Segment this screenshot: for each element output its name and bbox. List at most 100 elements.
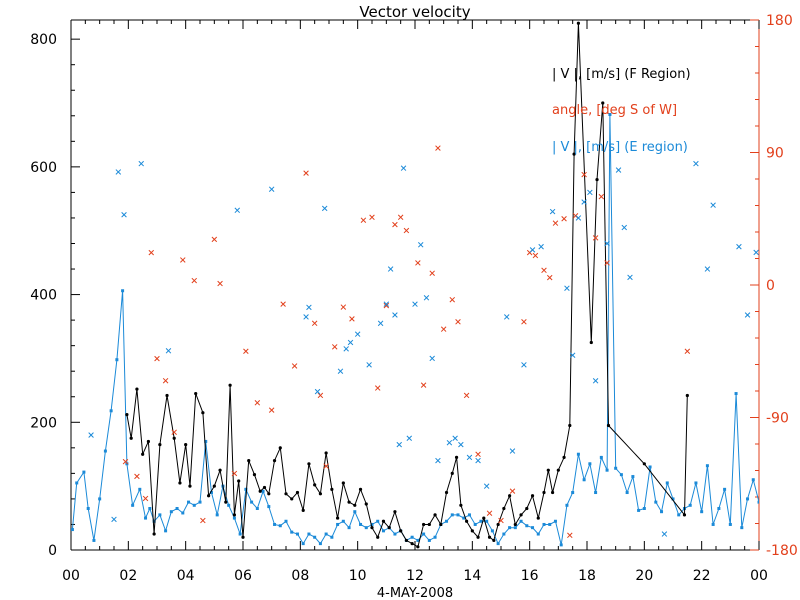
data-point-f_region <box>376 535 380 539</box>
y2-tick-label: 0 <box>766 278 775 294</box>
data-point-angle-scatter-stroke <box>572 213 579 219</box>
data-point-e_region <box>109 409 113 413</box>
data-point-e_region-scatter-stroke <box>509 448 516 454</box>
data-point-angle-scatter-stroke <box>684 348 691 355</box>
data-point-e_region-scatter-stroke <box>435 457 441 464</box>
data-point-e_region-scatter <box>575 215 582 221</box>
data-point-angle-scatter-stroke <box>475 451 481 458</box>
data-point-e_region-scatter-stroke <box>406 435 413 442</box>
data-point-f_region <box>595 178 599 182</box>
data-point-f_region <box>576 21 581 25</box>
data-point-e_region <box>215 513 219 517</box>
data-point-e_region <box>728 522 732 526</box>
data-point-angle-scatter-stroke <box>340 304 347 310</box>
data-point-angle-scatter <box>435 145 441 151</box>
data-point-f_region <box>508 494 512 498</box>
y-tick-label: 200 <box>30 415 57 431</box>
data-point-e_region <box>341 519 345 523</box>
data-point-e_region-scatter <box>314 388 321 395</box>
data-point-angle-scatter <box>403 227 410 234</box>
x-tick-label: 06 <box>234 568 252 584</box>
data-point-angle-scatter <box>392 221 398 228</box>
data-point-e_region <box>479 519 483 523</box>
data-point-angle-scatter-stroke <box>180 257 186 263</box>
data-point-e_region-scatter-stroke <box>383 301 390 307</box>
data-point-f_region <box>556 468 560 472</box>
data-point-e_region-scatter <box>587 189 593 196</box>
data-point-angle-scatter-stroke <box>303 170 309 176</box>
data-point-e_region-scatter-stroke <box>693 160 699 167</box>
data-point-e_region <box>71 528 74 532</box>
legend-label: angle, [deg S of W] <box>552 103 677 118</box>
data-point-e_region-scatter <box>661 531 668 537</box>
y-tick-label: 800 <box>30 32 57 48</box>
data-point-e_region-scatter <box>121 212 127 218</box>
x-tick-label: 04 <box>177 568 195 584</box>
data-point-angle-scatter <box>684 348 691 355</box>
data-point-angle-scatter <box>592 235 599 241</box>
data-point-f_region <box>141 452 145 456</box>
data-point-e_region <box>665 481 669 485</box>
data-point-angle-scatter <box>475 451 481 458</box>
data-point-e_region <box>307 532 311 536</box>
data-point-e_region <box>631 475 635 479</box>
data-point-f_region <box>589 340 593 345</box>
data-point-e_region <box>187 500 191 504</box>
data-point-e_region-scatter <box>736 243 742 250</box>
data-point-e_region-scatter <box>475 457 481 464</box>
data-point-angle-scatter-stroke <box>392 221 398 228</box>
data-point-e_region-scatter-stroke <box>387 266 394 272</box>
data-point-angle-scatter-stroke <box>541 267 547 274</box>
data-point-angle-scatter-stroke <box>383 302 390 309</box>
data-point-angle-scatter <box>323 463 329 469</box>
data-point-e_region <box>370 522 374 526</box>
data-point-e_region-scatter <box>452 435 458 442</box>
data-point-angle-scatter <box>455 319 461 325</box>
data-point-f_region <box>542 490 546 495</box>
data-point-f_region <box>439 522 443 527</box>
data-point-f_region <box>188 484 192 488</box>
data-point-angle-scatter-stroke <box>498 517 504 524</box>
x-tick-label: 12 <box>406 568 424 584</box>
data-point-f_region <box>482 516 486 520</box>
data-point-e_region-scatter-stroke <box>366 362 372 368</box>
data-point-f_region <box>387 526 391 530</box>
data-point-angle-scatter <box>180 257 186 263</box>
data-point-f_region <box>194 391 198 396</box>
data-point-angle-scatter <box>340 304 347 310</box>
data-point-e_region <box>711 522 715 526</box>
data-point-e_region <box>576 452 580 456</box>
data-point-e_region-scatter-stroke <box>303 314 309 320</box>
data-point-e_region-scatter <box>466 454 473 461</box>
data-point-e_region-scatter <box>429 355 435 362</box>
data-point-angle-scatter-stroke <box>592 235 599 241</box>
data-point-f_region <box>470 529 474 533</box>
data-point-e_region-scatter-stroke <box>138 160 144 167</box>
data-point-e_region <box>565 503 569 507</box>
data-point-e_region <box>204 439 208 443</box>
data-point-angle-scatter-stroke <box>397 214 404 221</box>
data-point-angle-scatter <box>552 220 559 226</box>
data-point-e_region <box>723 487 727 491</box>
data-point-e_region-scatter <box>366 362 372 368</box>
data-point-angle-scatter <box>546 274 553 281</box>
data-point-angle-scatter-stroke <box>360 217 367 223</box>
data-point-e_region <box>227 503 231 507</box>
data-point-e_region-scatter <box>354 331 361 337</box>
data-point-angle-scatter <box>420 382 427 388</box>
data-point-e_region-scatter-stroke <box>268 186 275 192</box>
data-point-e_region <box>103 449 107 453</box>
data-point-angle-scatter <box>243 348 249 355</box>
data-point-e_region <box>422 532 426 536</box>
x-tick-label: 00 <box>750 568 768 584</box>
data-point-e_region-scatter-stroke <box>446 439 453 446</box>
data-point-e_region <box>295 532 299 536</box>
data-point-f_region <box>307 462 311 466</box>
data-point-e_region-scatter-stroke <box>503 314 510 320</box>
data-point-e_region <box>513 526 517 530</box>
data-point-e_region-scatter <box>581 199 587 205</box>
data-point-e_region <box>536 532 540 536</box>
data-point-angle-scatter <box>231 470 238 477</box>
data-point-e_region-scatter <box>704 266 711 272</box>
